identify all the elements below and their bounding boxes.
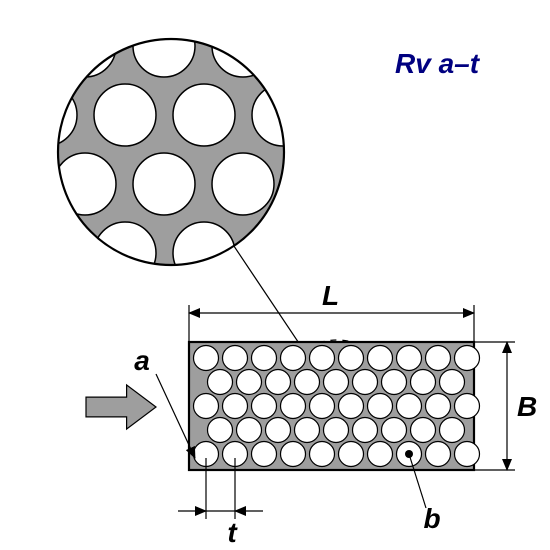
hole <box>368 346 393 371</box>
hole <box>397 346 422 371</box>
hole <box>252 346 277 371</box>
hole <box>208 370 233 395</box>
hole <box>266 370 291 395</box>
hole <box>310 346 335 371</box>
hole <box>252 442 277 467</box>
hole <box>426 394 451 419</box>
magnifier-view <box>15 15 353 284</box>
hole <box>368 442 393 467</box>
hole <box>426 442 451 467</box>
hole <box>353 370 378 395</box>
hole <box>223 346 248 371</box>
hole <box>281 394 306 419</box>
hole <box>339 346 364 371</box>
hole <box>310 442 335 467</box>
dim-a-label: a <box>134 345 150 376</box>
hole <box>295 418 320 443</box>
dim-B-label: B <box>517 391 537 422</box>
hole <box>440 418 465 443</box>
perforated-sheet <box>189 342 480 470</box>
hole <box>237 370 262 395</box>
hole <box>455 442 480 467</box>
dim-b-label: b <box>423 503 440 534</box>
hole <box>353 418 378 443</box>
hole <box>194 394 219 419</box>
hole <box>455 346 480 371</box>
hole <box>397 394 422 419</box>
hole <box>324 370 349 395</box>
hole <box>411 418 436 443</box>
hole <box>382 418 407 443</box>
hole <box>324 418 349 443</box>
hole <box>237 418 262 443</box>
hole <box>223 394 248 419</box>
diagram-canvas: L Bt a b <box>0 0 550 550</box>
dim-L-label: L <box>322 280 339 311</box>
hole <box>281 346 306 371</box>
hole <box>426 346 451 371</box>
hole <box>252 394 277 419</box>
hole <box>455 394 480 419</box>
hole <box>339 394 364 419</box>
hole <box>339 442 364 467</box>
hole <box>382 370 407 395</box>
hole <box>411 370 436 395</box>
dim-t-label: t <box>227 517 238 548</box>
direction-arrow-icon <box>86 385 156 429</box>
hole <box>266 418 291 443</box>
hole <box>310 394 335 419</box>
hole <box>208 418 233 443</box>
hole <box>295 370 320 395</box>
hole <box>368 394 393 419</box>
hole <box>194 346 219 371</box>
hole <box>281 442 306 467</box>
hole <box>440 370 465 395</box>
